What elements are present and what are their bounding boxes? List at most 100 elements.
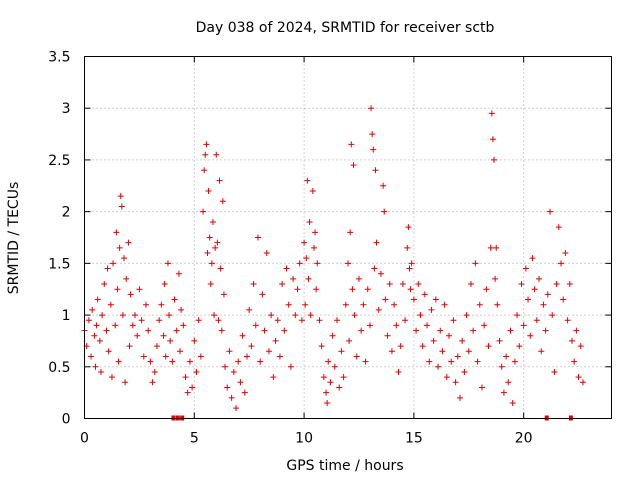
data-point [147,358,154,365]
data-point [536,275,543,282]
data-point [306,218,313,225]
y-axis-label: SRMTID / TECUs [6,182,22,295]
data-point [182,374,189,381]
data-point [404,244,411,251]
data-point [525,296,532,303]
data-point [345,260,351,267]
data-point [268,312,275,319]
data-point [544,291,551,298]
data-point [426,358,433,365]
data-point [233,405,240,412]
data-point [296,260,303,267]
data-point [452,379,459,386]
data-point [237,379,244,386]
data-point [248,343,255,350]
data-point [116,244,123,251]
data-point [136,286,143,293]
data-point [228,394,235,401]
data-point [186,358,193,365]
data-point [279,281,286,288]
data-point [202,151,209,158]
data-point [551,368,558,375]
data-point [450,317,457,324]
data-point [166,312,173,319]
y-tick-label: 1.5 [48,256,70,272]
data-point [520,322,527,329]
data-point [353,353,360,360]
data-point [579,379,586,386]
data-point [270,374,277,381]
x-axis-label: GPS time / hours [286,458,403,474]
data-point [492,275,499,282]
data-point [366,322,373,329]
data-point [263,250,270,257]
data-point [307,312,314,319]
data-point [555,224,562,231]
data-point [92,363,99,370]
data-point [531,286,538,293]
data-point [96,337,103,344]
data-point [312,229,319,236]
data-point [417,312,424,319]
data-point [167,337,174,344]
data-point [125,239,132,246]
data-point [362,358,369,365]
data-point [298,317,305,324]
data-point [419,343,426,350]
data-point [472,260,479,267]
data-point [119,312,126,319]
data-point [206,234,213,241]
data-point [381,208,388,215]
data-point [184,389,191,396]
data-point [358,327,365,334]
data-point [410,296,417,303]
data-point [265,348,272,355]
data-point [334,317,341,324]
data-point [161,281,168,288]
y-tick-label: 0.5 [48,360,70,376]
data-point [553,281,560,288]
data-point [437,327,444,334]
axes: 0 5 10 15 20 0 0.5 1 1.5 2 2.5 3 3.5 [48,50,612,447]
data-point [151,368,158,375]
data-point [459,337,466,344]
data-point [211,312,218,319]
data-point [522,265,529,272]
grid [84,56,612,419]
data-point [373,239,380,246]
y-tick-label: 3 [62,101,71,117]
data-point [463,312,470,319]
data-point [446,332,453,339]
data-point [529,255,536,262]
data-point [222,363,229,370]
data-point [224,384,231,391]
data-point [377,270,384,277]
data-point [571,358,578,365]
data-point [568,337,575,344]
data-point [456,394,463,401]
data-point [149,379,156,386]
data-point [142,301,149,308]
data-point [424,322,431,329]
data-point [173,327,180,334]
data-point [220,291,227,298]
data-point [217,265,224,272]
data-point [382,296,389,303]
data-point [272,337,279,344]
data-point [489,136,496,143]
data-point [201,167,208,174]
data-point [496,337,503,344]
data-point [207,281,214,288]
data-point [208,260,215,267]
data-point [432,296,439,303]
data-point [435,363,442,370]
data-point [407,286,414,293]
data-point [533,317,540,324]
data-point [230,368,237,375]
data-point [305,275,312,282]
data-point [205,187,212,194]
data-point [346,337,353,344]
data-point [388,348,395,355]
data-point [428,306,435,313]
